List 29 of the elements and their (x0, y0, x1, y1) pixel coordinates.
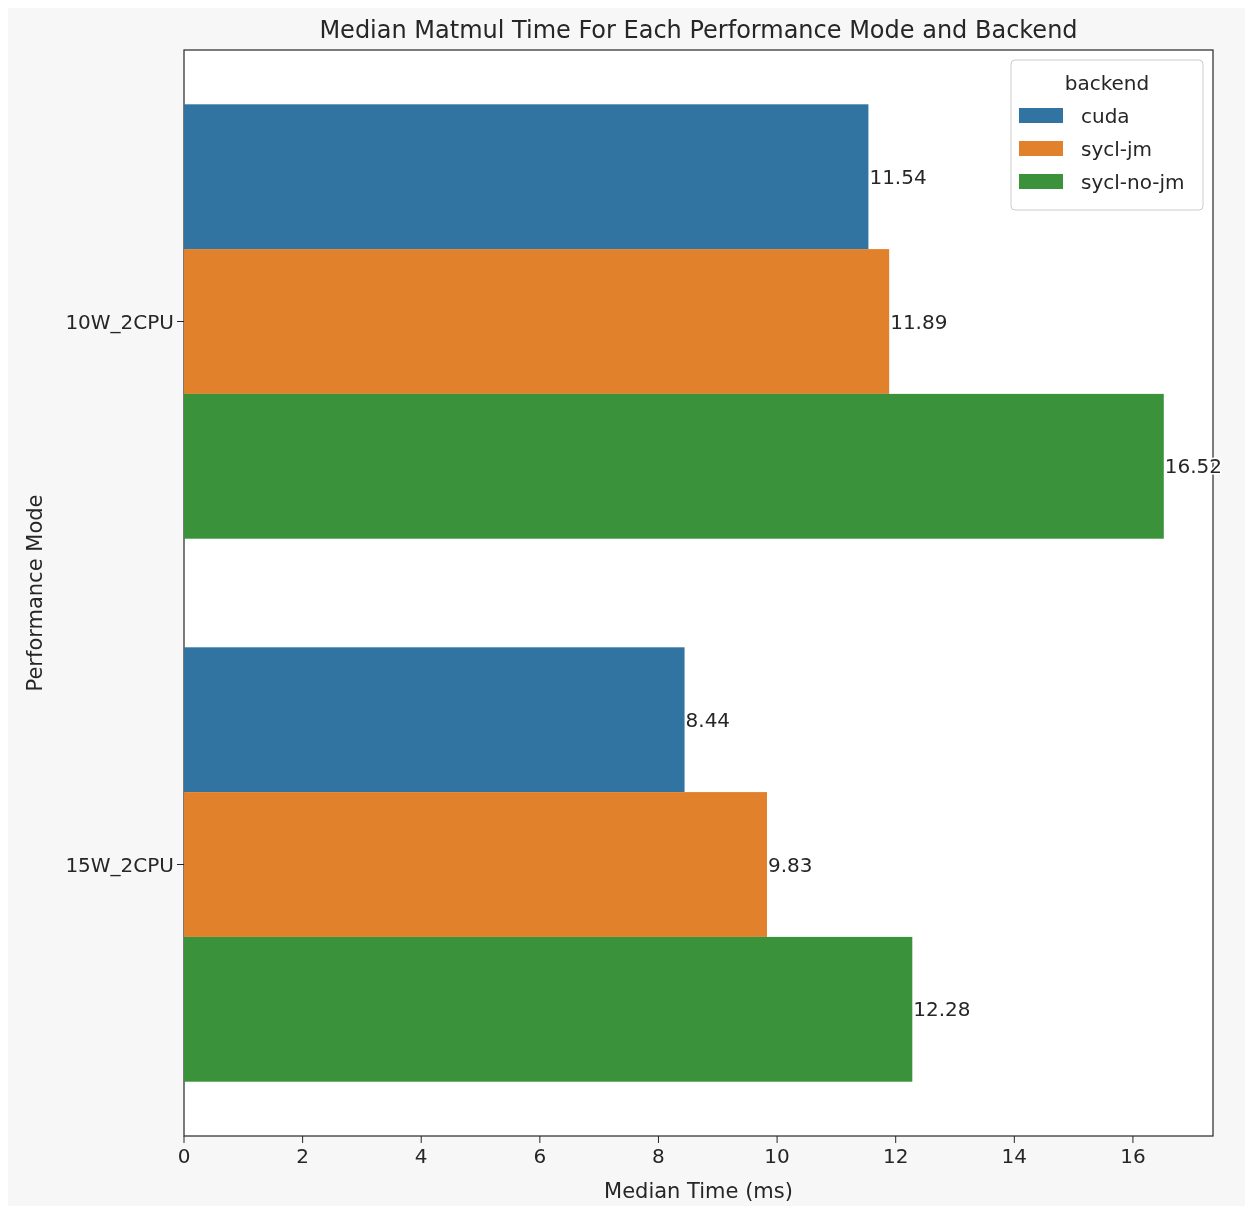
data-label: 11.89 (890, 309, 948, 334)
y-tick-label: 15W_2CPU (65, 852, 174, 877)
bar (184, 104, 869, 250)
x-tick-label: 12 (882, 1144, 909, 1168)
data-label: 12.28 (913, 997, 971, 1022)
legend-label: sycl-jm (1081, 137, 1153, 161)
x-tick-label: 16 (1120, 1144, 1146, 1168)
legend-label: cuda (1081, 104, 1130, 128)
legend-label: sycl-no-jm (1081, 170, 1185, 194)
data-label: 9.83 (768, 852, 813, 877)
x-tick-label: 10 (764, 1144, 790, 1168)
bar (184, 647, 685, 793)
legend-title: backend (1064, 71, 1150, 95)
x-tick-label: 6 (533, 1144, 547, 1168)
y-tick-label: 10W_2CPU (65, 309, 174, 334)
x-tick-label: 8 (652, 1144, 665, 1168)
bar (184, 936, 913, 1082)
x-tick-label: 0 (177, 1144, 191, 1168)
chart-title: Median Matmul Time For Each Performance Mode and Backend (319, 16, 1078, 44)
x-tick-label: 2 (296, 1144, 309, 1168)
bar (184, 792, 767, 937)
data-label: 8.44 (685, 707, 731, 732)
bar (184, 393, 1164, 539)
data-label: 11.54 (869, 164, 927, 189)
bar (184, 249, 890, 394)
x-tick-label: 4 (414, 1144, 428, 1168)
x-tick-label: 14 (1001, 1144, 1028, 1168)
y-axis-title: Performance Mode (23, 494, 47, 692)
x-axis-title: Median Time (ms) (604, 1179, 793, 1203)
